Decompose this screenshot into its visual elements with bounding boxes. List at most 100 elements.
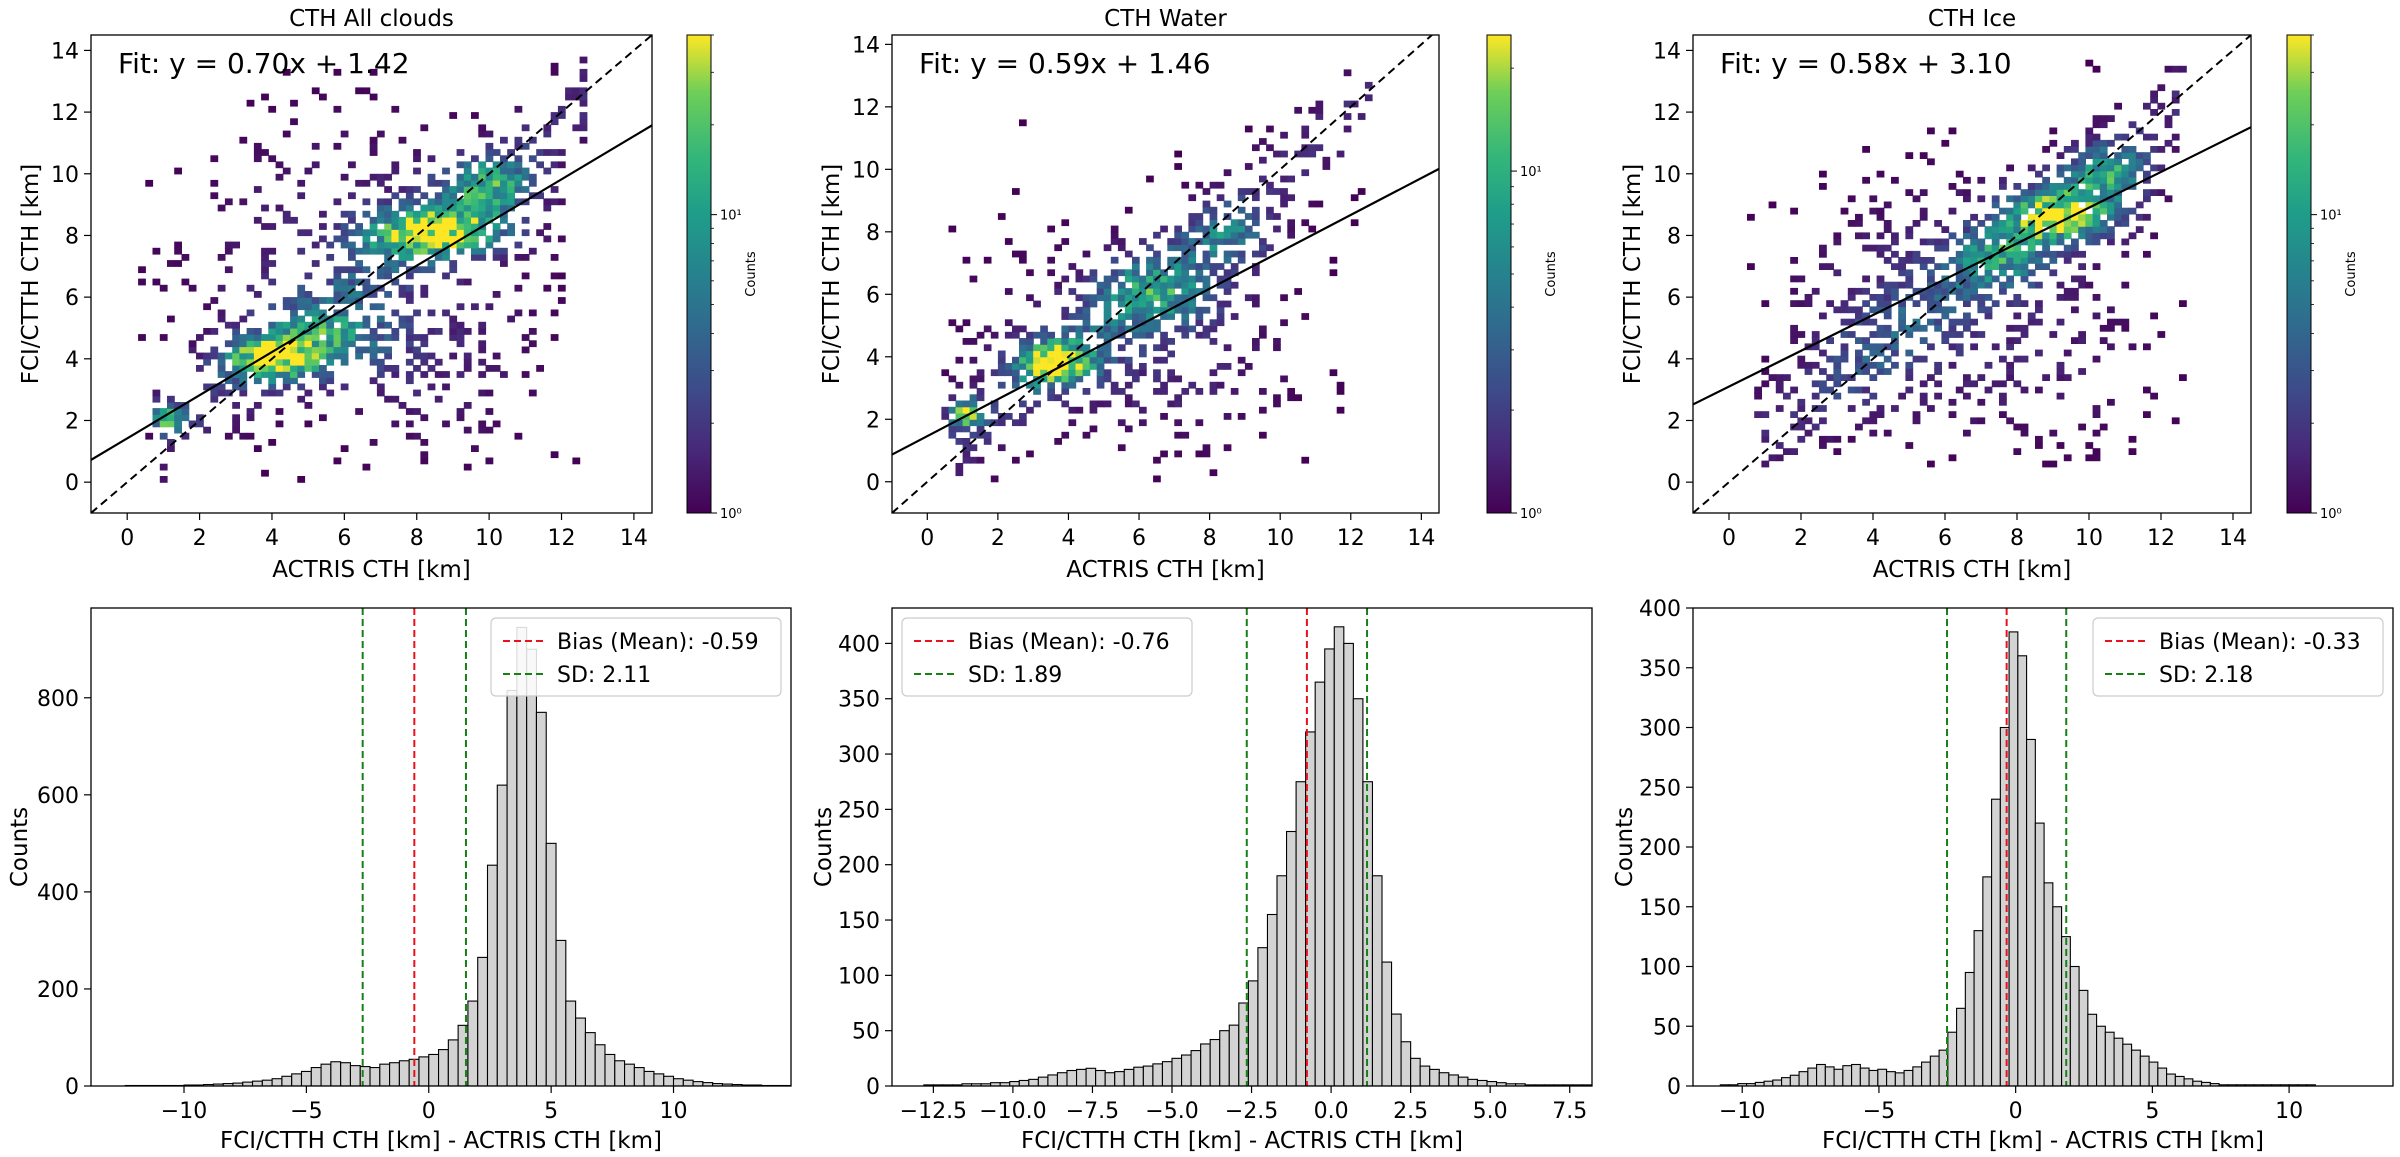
heatmap-cell <box>1202 294 1211 302</box>
heatmap-cell <box>311 309 320 317</box>
heatmap-cell <box>413 352 421 360</box>
heatmap-cell <box>1139 294 1147 302</box>
heatmap-cell <box>319 93 327 101</box>
heatmap-cell <box>969 400 978 408</box>
heatmap-cell <box>449 321 458 329</box>
heatmap-cell <box>2063 232 2072 240</box>
heatmap-cell <box>536 149 544 156</box>
heatmap-cell <box>2143 152 2151 159</box>
heatmap-cell <box>434 247 443 255</box>
heatmap-cell <box>376 210 385 218</box>
histogram-bar <box>418 1056 430 1086</box>
heatmap-cell <box>492 229 501 237</box>
heatmap-cell <box>478 204 487 212</box>
heatmap-cell <box>1876 324 1885 332</box>
heatmap-cell <box>2006 324 2014 332</box>
colorbar-tick-label: 10⁰ <box>2320 507 2342 522</box>
heatmap-cell <box>1912 411 1921 418</box>
heatmap-cell <box>1061 375 1070 383</box>
heatmap-cell <box>2027 183 2036 190</box>
heatmap-cell <box>2042 176 2050 184</box>
heatmap-cell <box>1103 350 1112 358</box>
heatmap-cell <box>2092 411 2101 418</box>
heatmap-cell <box>1202 206 1211 214</box>
heatmap-cell <box>2020 250 2029 258</box>
heatmap-cell <box>1223 231 1232 239</box>
heatmap-cell <box>413 186 421 193</box>
heatmap-cell <box>485 457 494 465</box>
heatmap-cell <box>969 356 978 364</box>
x-tick-label: 8 <box>410 526 424 551</box>
heatmap-cell <box>1259 244 1267 252</box>
histogram-bar <box>624 1063 635 1086</box>
heatmap-cell <box>434 210 443 218</box>
heatmap-cell <box>2099 201 2108 209</box>
histogram-bar <box>1938 1049 1949 1086</box>
histogram-bar <box>1772 1079 1783 1086</box>
heatmap-cell <box>2020 201 2029 209</box>
heatmap-cell <box>420 241 429 249</box>
heatmap-cell <box>2099 115 2108 122</box>
heatmap-cell <box>362 291 371 298</box>
heatmap-cell <box>1963 176 1971 184</box>
heatmap-cell <box>174 426 182 434</box>
heatmap-cell <box>1089 400 1098 408</box>
heatmap-cell <box>1273 188 1281 195</box>
chart-title: CTH Water <box>1104 6 1227 32</box>
heatmap-cell <box>290 309 298 317</box>
heatmap-cell <box>362 278 371 286</box>
heatmap-cell <box>398 204 407 212</box>
heatmap-cell <box>384 291 392 298</box>
heatmap-cell <box>1139 344 1147 352</box>
heatmap-cell <box>1160 331 1168 339</box>
heatmap-cell <box>1948 398 1957 406</box>
heatmap-cell <box>376 389 385 397</box>
x-tick-label: 10 <box>475 526 503 551</box>
heatmap-cell <box>1167 375 1175 383</box>
heatmap-cell <box>1252 269 1260 277</box>
y-tick-label: 100 <box>838 964 880 989</box>
heatmap-cell <box>1948 343 1957 351</box>
heatmap-cell <box>398 247 407 255</box>
heatmap-cell <box>253 365 262 372</box>
heatmap-cell <box>224 371 233 378</box>
heatmap-cell <box>2071 201 2079 209</box>
heatmap-cell <box>1103 288 1112 295</box>
heatmap-cell <box>348 247 356 255</box>
histogram-bar <box>1161 1061 1173 1086</box>
heatmap-cell <box>348 254 356 261</box>
heatmap-cell <box>290 365 298 372</box>
heatmap-cell <box>579 75 588 82</box>
heatmap-cell <box>333 284 342 292</box>
heatmap-cell <box>528 309 537 317</box>
heatmap-cell <box>2027 281 2036 289</box>
heatmap-cell <box>1804 294 1813 301</box>
heatmap-cell <box>384 216 392 224</box>
heatmap-cell <box>1259 406 1267 414</box>
heatmap-cell <box>2135 164 2144 172</box>
heatmap-cell <box>224 247 233 255</box>
heatmap-cell <box>2085 189 2094 196</box>
heatmap-cell <box>369 247 378 255</box>
heatmap-cell <box>1761 300 1770 307</box>
heatmap-cell <box>1026 381 1034 389</box>
heatmap-cell <box>369 93 378 101</box>
heatmap-cell <box>1202 331 1211 339</box>
heatmap-cell <box>471 155 479 163</box>
x-tick-label: 2 <box>1794 526 1808 551</box>
heatmap-cell <box>1110 231 1119 239</box>
heatmap-cell <box>224 198 233 206</box>
heatmap-cell <box>181 278 190 286</box>
heatmap-cell <box>232 352 240 360</box>
heatmap-cell <box>268 105 277 113</box>
heatmap-cell <box>528 389 537 397</box>
heatmap-cell <box>1195 225 1204 233</box>
heatmap-cell <box>1237 250 1246 258</box>
heatmap-cell <box>1075 325 1084 333</box>
heatmap-cell <box>1790 448 1798 455</box>
heatmap-cell <box>355 278 363 286</box>
heatmap-cell <box>2135 152 2144 159</box>
heatmap-cell <box>2092 207 2101 215</box>
heatmap-cell <box>174 408 182 415</box>
